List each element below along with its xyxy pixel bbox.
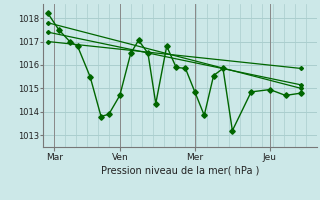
X-axis label: Pression niveau de la mer( hPa ): Pression niveau de la mer( hPa )	[101, 166, 259, 176]
